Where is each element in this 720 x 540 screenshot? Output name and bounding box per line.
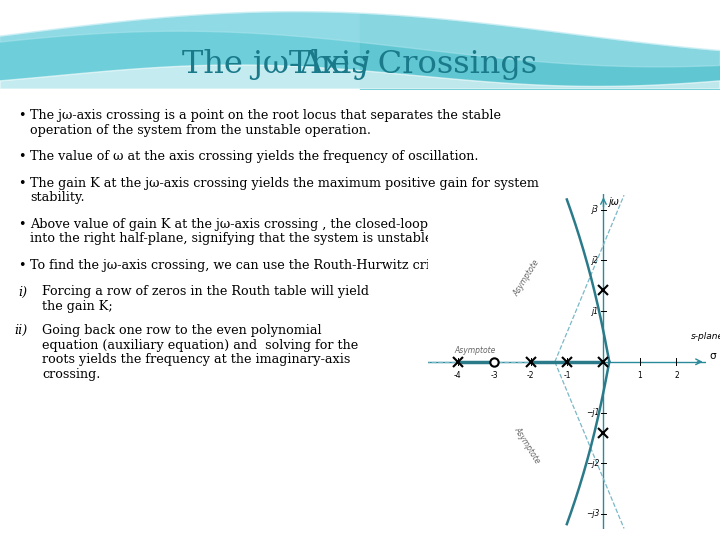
Text: -4: -4 bbox=[454, 371, 462, 380]
Text: j2: j2 bbox=[592, 256, 599, 265]
Text: Asymptote: Asymptote bbox=[512, 258, 541, 298]
Text: −j3: −j3 bbox=[586, 509, 599, 518]
Text: into the right half-plane, signifying that the system is unstable.: into the right half-plane, signifying th… bbox=[30, 232, 436, 245]
Text: s-plane: s-plane bbox=[691, 332, 720, 341]
Text: -2: -2 bbox=[527, 371, 534, 380]
Text: Forcing a row of zeros in the Routh table will yield: Forcing a row of zeros in the Routh tabl… bbox=[42, 286, 369, 299]
Text: stability.: stability. bbox=[30, 191, 85, 204]
Text: •: • bbox=[18, 177, 25, 190]
Text: operation of the system from the unstable operation.: operation of the system from the unstabl… bbox=[30, 124, 371, 137]
Text: •: • bbox=[18, 109, 25, 122]
Text: •: • bbox=[18, 259, 25, 272]
Text: roots yields the frequency at the imaginary-axis: roots yields the frequency at the imagin… bbox=[42, 353, 351, 366]
Text: •: • bbox=[18, 218, 25, 231]
Text: jω: jω bbox=[608, 197, 618, 207]
Text: The value of ω at the axis crossing yields the frequency of oscillation.: The value of ω at the axis crossing yiel… bbox=[30, 150, 479, 163]
Text: Asymptote: Asymptote bbox=[454, 346, 495, 355]
Text: equation (auxiliary equation) and  solving for the: equation (auxiliary equation) and solvin… bbox=[42, 339, 359, 352]
Text: To find the jω-axis crossing, we can use the Routh-Hurwitz criterion as;: To find the jω-axis crossing, we can use… bbox=[30, 259, 491, 272]
Text: σ: σ bbox=[709, 350, 716, 361]
Text: j: j bbox=[360, 49, 370, 80]
Text: 2: 2 bbox=[674, 371, 679, 380]
Text: Above value of gain K at the jω-axis crossing , the closed-loop system’s poles m: Above value of gain K at the jω-axis cro… bbox=[30, 218, 564, 231]
Text: The jω-axis crossing is a point on the root locus that separates the stable: The jω-axis crossing is a point on the r… bbox=[30, 109, 501, 122]
Text: -1: -1 bbox=[563, 371, 571, 380]
Text: Asymptote: Asymptote bbox=[512, 426, 541, 465]
Text: j1: j1 bbox=[592, 307, 599, 315]
Text: The: The bbox=[289, 49, 360, 80]
Text: i): i) bbox=[18, 286, 27, 299]
Text: −j2: −j2 bbox=[586, 459, 599, 468]
Text: Going back one row to the even polynomial: Going back one row to the even polynomia… bbox=[42, 324, 322, 337]
Text: −j1: −j1 bbox=[586, 408, 599, 417]
Text: The jω-Axis Crossings: The jω-Axis Crossings bbox=[182, 49, 538, 80]
Text: crossing.: crossing. bbox=[42, 368, 100, 381]
Text: j3: j3 bbox=[592, 205, 599, 214]
Text: 1: 1 bbox=[638, 371, 642, 380]
Text: •: • bbox=[18, 150, 25, 163]
Text: ii): ii) bbox=[14, 324, 27, 337]
Text: The gain K at the jω-axis crossing yields the maximum positive gain for system: The gain K at the jω-axis crossing yield… bbox=[30, 177, 539, 190]
Text: -3: -3 bbox=[490, 371, 498, 380]
Text: the gain K;: the gain K; bbox=[42, 300, 112, 313]
